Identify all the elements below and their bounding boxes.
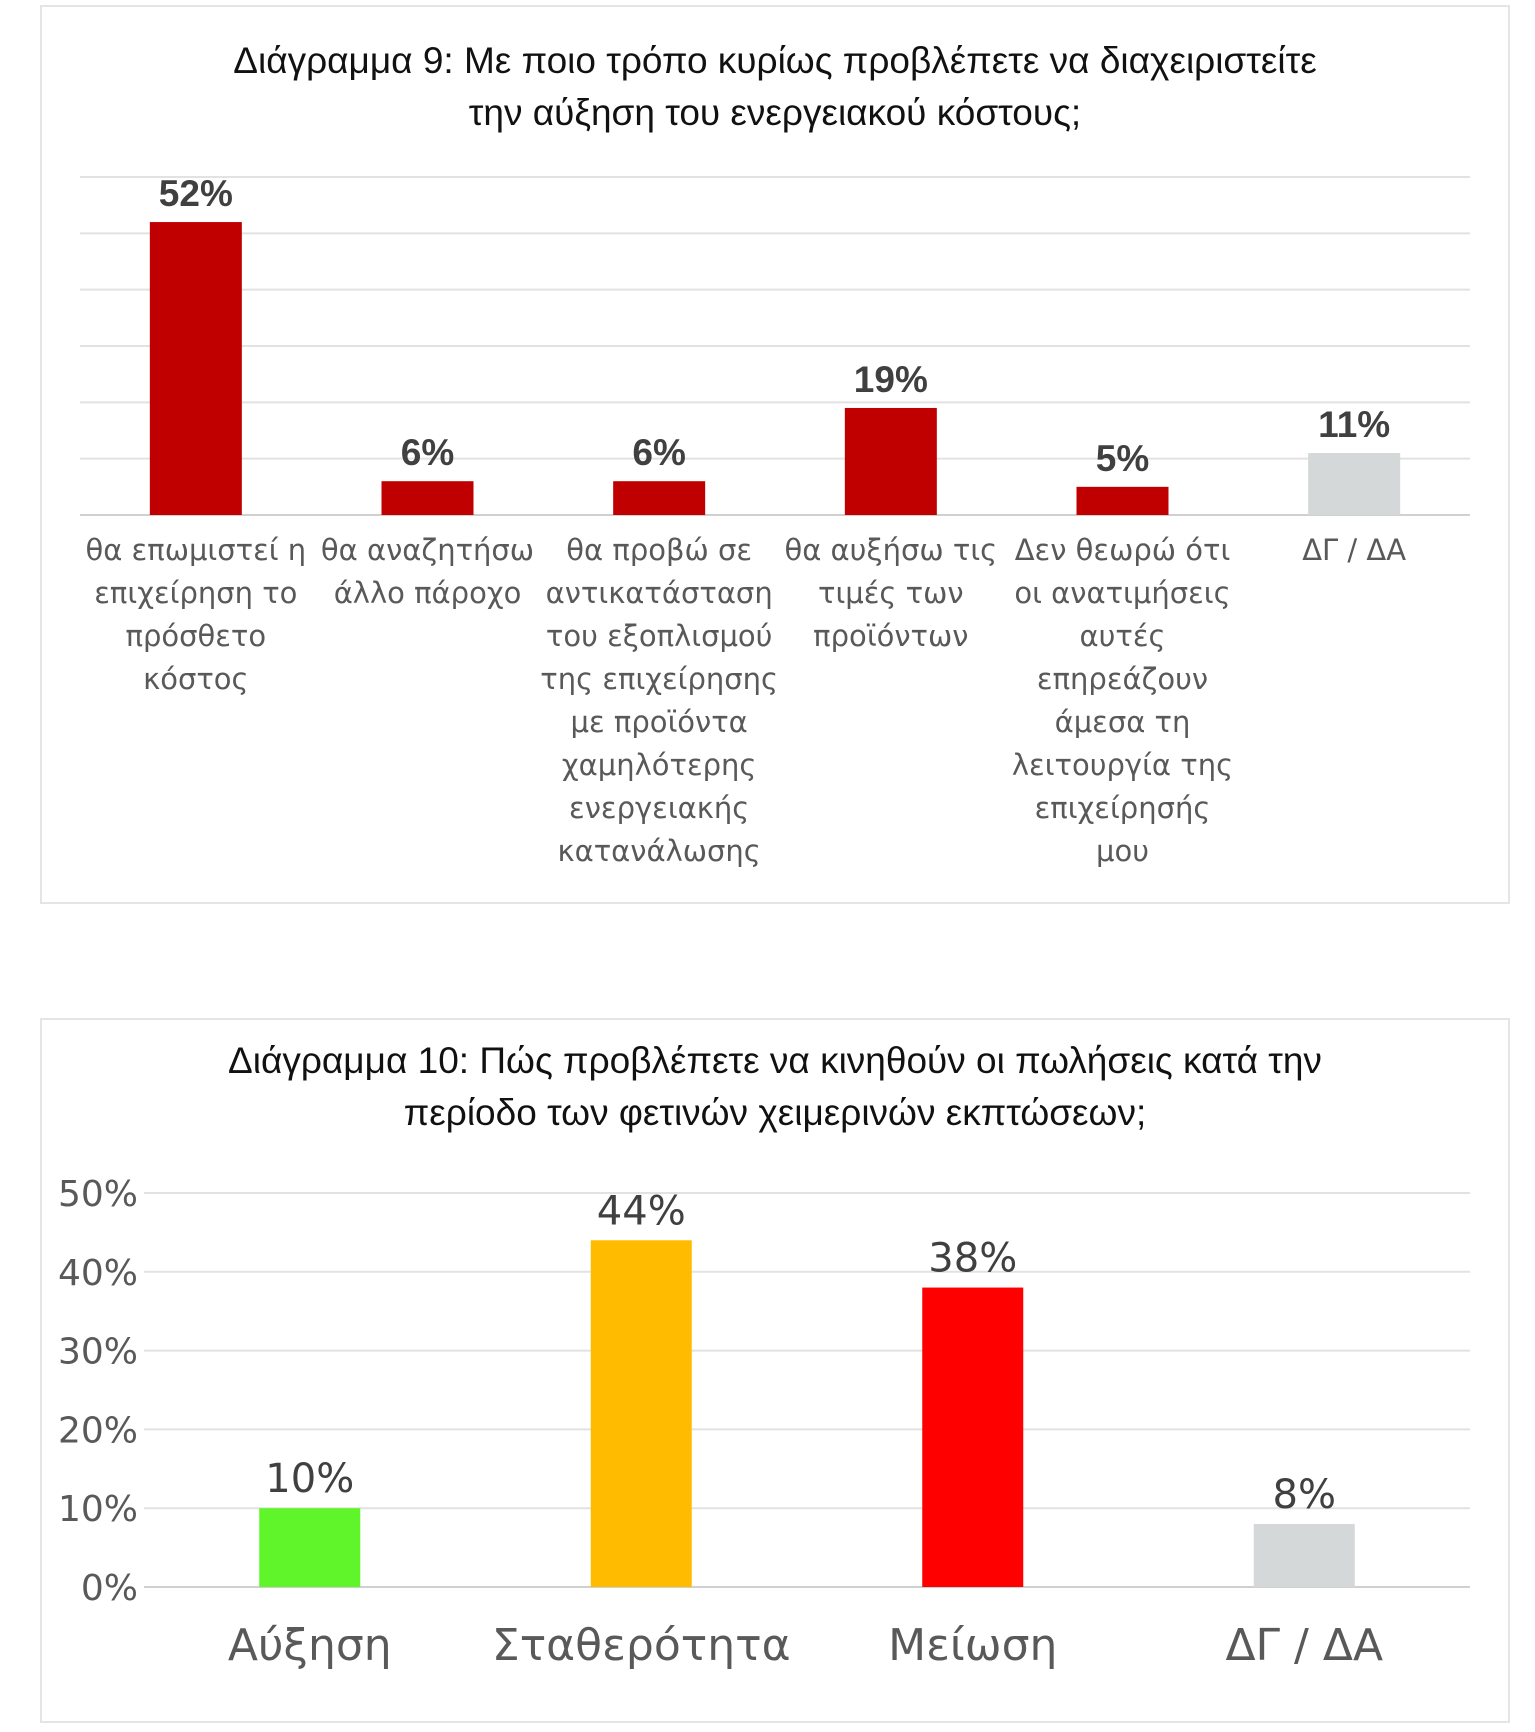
data-label: 10% [265,1456,354,1502]
data-label: 11% [1318,404,1390,445]
y-tick-label: 30% [58,1332,138,1373]
y-tick-label: 20% [58,1410,138,1451]
category-label: χαμηλότερης [562,748,757,782]
category-label: με προϊόντα [571,705,748,739]
data-label: 5% [1096,438,1149,479]
bar [590,1240,692,1587]
data-label: 6% [401,432,454,473]
bar [1308,453,1401,515]
category-label: επιχείρησής [1035,791,1211,825]
category-label: θα επωμιστεί η [85,533,306,567]
category-label: της επιχείρησης [540,662,778,696]
category-label: ΔΓ / ΔΑ [1225,1620,1383,1671]
bar [922,1287,1024,1587]
y-tick-label: 0% [81,1568,138,1609]
chart-panel-9: Διάγραμμα 9: Με ποιο τρόπο κυρίως προβλέ… [40,5,1510,904]
chart-title-9: Διάγραμμα 9: Με ποιο τρόπο κυρίως προβλέ… [42,35,1508,139]
bar-chart-10: 0% 10% 20% 30% 40% 50% 10% Αύξηση 44% Σταθερότητα… [58,1174,1470,1671]
data-label: 44% [597,1188,686,1234]
category-label: επιχείρηση το [94,576,297,610]
category-label: άμεσα τη [1055,705,1191,739]
chart-title-10: Διάγραμμα 10: Πώς προβλέπετε να κινηθούν… [42,1035,1508,1139]
category-label: τιμές των [818,576,964,610]
category-label: θα αυξήσω τις [784,533,997,567]
category-label: Σταθερότητα [492,1620,791,1671]
category-label: Μείωση [888,1620,1057,1671]
category-label: ενεργειακής [569,791,749,825]
category-label: Αύξηση [228,1620,392,1671]
bar [149,222,242,516]
data-label: 19% [854,359,928,400]
chart-title-9-line2: την αύξηση του ενεργειακού κόστους; [468,92,1082,133]
category-label: θα αναζητήσω [321,533,534,567]
category-label: μου [1096,834,1149,868]
y-tick-label: 40% [58,1253,138,1294]
category-label: επηρεάζουν [1037,662,1208,696]
bar [381,481,474,515]
category-label: κατανάλωσης [558,834,761,868]
category-label: οι ανατιμήσεις [1014,576,1230,610]
category-label: πρόσθετο [126,619,267,653]
bar [1076,486,1169,515]
bar [844,407,937,515]
category-label: ΔΓ / ΔΑ [1302,533,1406,567]
category-label: του εξοπλισμού [546,619,773,653]
data-label: 8% [1273,1472,1336,1518]
category-label: αντικατάσταση [546,576,773,610]
category-label: λειτουργία της [1012,748,1233,782]
chart-title-10-line2: περίοδο των φετινών χειμερινών εκπτώσεων… [403,1092,1147,1133]
category-label: άλλο πάροχο [334,576,522,610]
category-label: προϊόντων [813,619,968,653]
chart-panel-10: Διάγραμμα 10: Πώς προβλέπετε να κινηθούν… [40,1018,1510,1723]
data-label: 52% [159,173,233,214]
bar [613,481,706,515]
bar-chart-9: 52% θα επωμιστεί η επιχείρηση το πρόσθετο κό… [80,173,1470,868]
chart-title-9-line1: Διάγραμμα 9: Με ποιο τρόπο κυρίως προβλέ… [233,40,1317,81]
chart-title-10-line1: Διάγραμμα 10: Πώς προβλέπετε να κινηθούν… [228,1040,1322,1081]
category-label: θα προβώ σε [566,533,752,567]
data-label: 38% [928,1236,1017,1282]
data-label: 6% [632,432,685,473]
bar [1253,1523,1355,1587]
category-label: Δεν θεωρώ ότι [1015,533,1231,567]
category-label: αυτές [1079,619,1165,653]
y-tick-label: 10% [58,1489,138,1530]
category-label: κόστος [143,662,248,696]
bar [259,1508,361,1587]
y-tick-label: 50% [58,1174,138,1215]
